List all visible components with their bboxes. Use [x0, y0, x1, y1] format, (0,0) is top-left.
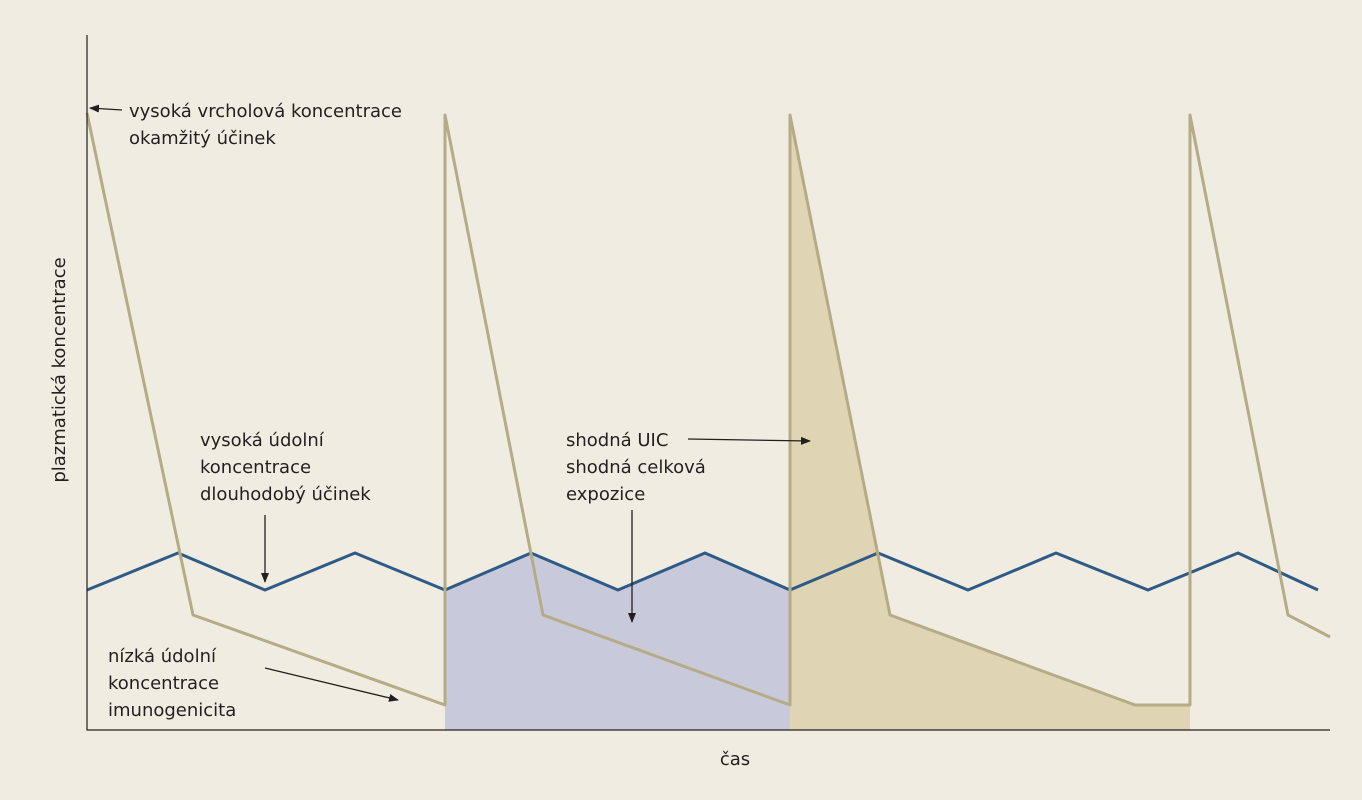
peak-curve	[85, 112, 1331, 707]
annotation: shodná celková	[566, 457, 706, 478]
annotation: koncentrace	[108, 673, 219, 694]
annotation: okamžitý účinek	[129, 128, 276, 149]
arrow	[264, 667, 399, 702]
y-axis-label: plazmatická koncentrace	[49, 257, 70, 482]
annotation: vysoká vrcholová koncentrace	[129, 101, 402, 122]
annotation: koncentrace	[200, 457, 311, 478]
x-axis-label: čas	[720, 749, 750, 770]
steady-curve	[86, 551, 1319, 592]
arrow	[687, 436, 811, 445]
annotation: expozice	[566, 484, 645, 505]
arrow	[89, 104, 123, 113]
annotation: imunogenicita	[108, 700, 236, 721]
annotation: nízká údolní	[108, 646, 217, 667]
exposure-area	[790, 115, 1190, 730]
axes	[86, 35, 1330, 731]
annotation: dlouhodobý účinek	[200, 484, 371, 505]
annotation: shodná UIC	[566, 430, 668, 451]
annotation: vysoká údolní	[200, 430, 325, 451]
